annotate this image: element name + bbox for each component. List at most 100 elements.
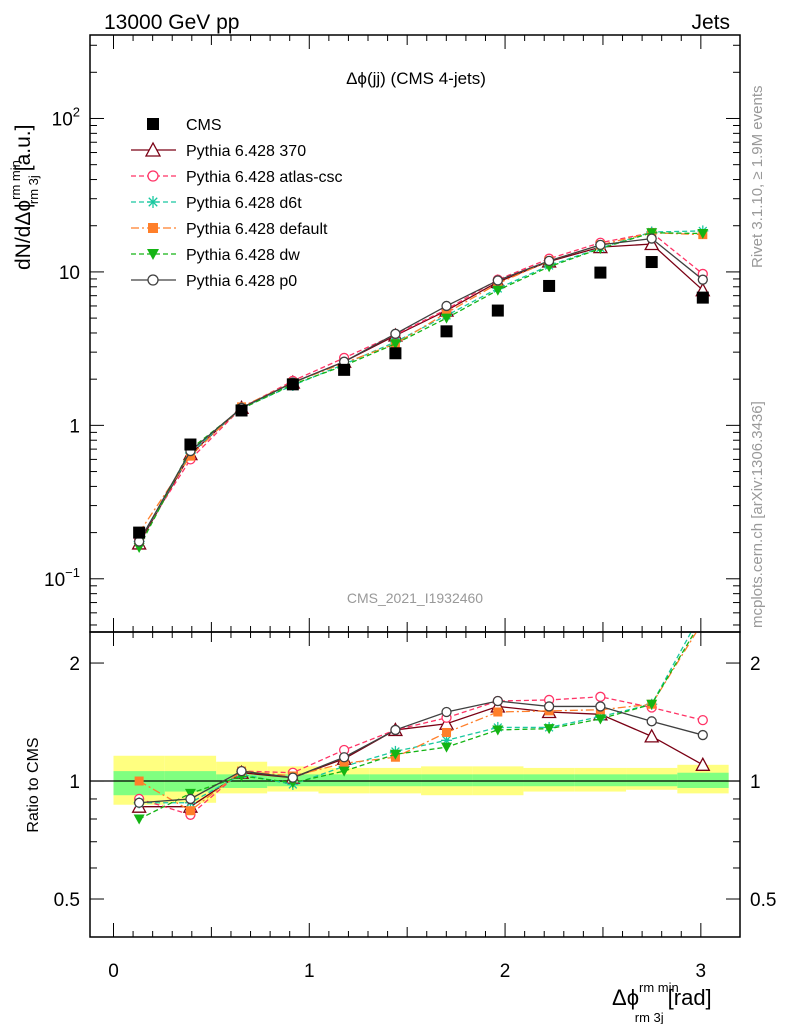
marker-stroke <box>699 607 707 615</box>
ratio-point-d6t-11 <box>697 605 708 616</box>
xlabel-tail: [rad] <box>668 985 712 1010</box>
ratio-point-atlas-11 <box>697 714 708 726</box>
main-point-dw-7 <box>492 285 504 296</box>
legend-item-dw: Pythia 6.428 dw <box>131 247 300 264</box>
legend-marker-atlas <box>147 170 159 182</box>
main-point-CMS-2 <box>235 404 248 417</box>
legend-label-p370: Pythia 6.428 370 <box>186 143 306 160</box>
ratio-band-inner <box>677 772 729 788</box>
main-point-dw-6 <box>441 313 453 324</box>
main-line-dw <box>138 232 703 548</box>
ratio-point-p0-9 <box>595 701 606 712</box>
main-point-dw-5 <box>389 339 401 350</box>
ratio-ytick-label-left: 1 <box>69 772 80 793</box>
main-title: Δϕ(jj) (CMS 4-jets) <box>346 69 486 88</box>
main-point-p0-8 <box>543 255 555 267</box>
xlabel-main: Δϕ <box>612 985 639 1010</box>
legend-marker-d6t <box>147 196 159 208</box>
ratio-ytick-label-left: 2 <box>69 654 80 675</box>
header-right: Jets <box>691 11 730 34</box>
main-point-p0-9 <box>595 239 606 251</box>
ratio-band-inner <box>421 774 473 787</box>
ratio-point-dw-7 <box>492 725 504 736</box>
ratio-point-default-1 <box>185 806 195 816</box>
marker-stroke <box>148 197 158 207</box>
ratio-band-inner <box>574 774 627 787</box>
main-ylabel-main: dN/dΔϕ <box>12 200 35 270</box>
legend-marker-CMS <box>147 118 159 130</box>
ratio-point-dw-10 <box>646 699 658 710</box>
legend-label-atlas: Pythia 6.428 atlas-csc <box>186 169 343 186</box>
legend: CMS Pythia 6.428 370 Pythia 6.428 atlas-cs… <box>131 117 343 290</box>
ratio-point-default-7 <box>493 707 503 717</box>
ratio-line-atlas <box>138 696 703 816</box>
ratio-point-p370-11 <box>695 756 711 771</box>
ratio-point-p0-7 <box>492 695 503 707</box>
main-ytick-label: 1 <box>69 416 80 437</box>
ratio-point-dw-11 <box>697 614 708 624</box>
ratio-xtick-label: 2 <box>500 961 511 982</box>
main-ytick-label: 10−1 <box>44 565 80 591</box>
legend-label-CMS: CMS <box>186 117 222 134</box>
main-point-CMS-6 <box>440 325 453 338</box>
main-point-CMS-3 <box>286 378 299 391</box>
ratio-point-dw-6 <box>441 742 453 753</box>
ratio-point-atlas-9 <box>595 691 606 702</box>
ratio-point-default-4 <box>339 758 349 768</box>
main-line-p0 <box>138 237 704 542</box>
header-left: 13000 GeV pp <box>104 11 239 34</box>
ratio-point-p0-11 <box>697 729 708 741</box>
ratio-ytick-label-right: 1 <box>750 772 761 793</box>
legend-label-d6t: Pythia 6.428 d6t <box>186 195 302 212</box>
ratio-xtick-label: 1 <box>304 961 315 982</box>
main-ytick-label: 10 <box>59 263 80 284</box>
main-line-atlas <box>138 232 704 540</box>
ratio-series-group <box>131 605 711 825</box>
ratio-point-default-6 <box>442 727 452 737</box>
ratio-point-p0-0 <box>133 797 145 808</box>
ratio-point-p0-1 <box>185 793 196 805</box>
watermark: CMS_2021_I1932460 <box>347 590 483 606</box>
main-ylabel: dN/dΔϕrm min rm 3j [a.u.] <box>8 125 41 270</box>
main-point-CMS-11 <box>696 291 709 304</box>
ratio-line-p0 <box>139 700 703 804</box>
main-point-CMS-4 <box>338 363 351 376</box>
xlabel-sub: rm 3j <box>635 1010 664 1024</box>
main-ytick-label-base: 10 <box>59 263 80 284</box>
ratio-ylabel: Ratio to CMS <box>25 737 42 832</box>
legend-marker-p370 <box>144 141 162 157</box>
ratio-point-default-11 <box>698 617 707 626</box>
ratio-plot-area: 0.5 0.5 1 1 2 2 0 1 2 3 <box>54 605 776 982</box>
legend-label-p0: Pythia 6.428 p0 <box>186 273 297 290</box>
ratio-band-inner <box>472 774 524 787</box>
xlabel-sup: rm min <box>639 980 679 995</box>
ratio-point-dw-0 <box>133 814 145 825</box>
ratio-frame <box>89 631 741 938</box>
main-ytick-label-base: 10 <box>52 109 73 130</box>
main-ytick-label-exp: 2 <box>73 104 80 119</box>
main-ylabel-tail: [a.u.] <box>12 125 35 172</box>
main-point-CMS-10 <box>645 256 658 269</box>
main-ytick-label-base: 10 <box>44 570 65 591</box>
ratio-point-p0-10 <box>646 716 657 727</box>
ratio-point-p370-10 <box>644 728 660 743</box>
main-point-CMS-1 <box>184 438 197 451</box>
main-ylabel-sub: rm 3j <box>26 175 41 204</box>
ratio-point-p0-3 <box>287 772 298 783</box>
main-point-dw-11 <box>697 228 709 239</box>
ratio-point-p0-4 <box>338 752 350 763</box>
main-point-CMS-0 <box>133 526 146 539</box>
ratio-ytick-label-right: 2 <box>750 654 761 675</box>
main-ytick-label-base: 1 <box>69 416 80 437</box>
main-point-dw-10 <box>646 228 658 239</box>
legend-marker-dw <box>147 249 159 260</box>
main-point-p0-6 <box>441 300 452 312</box>
ratio-ytick-label-right: 0.5 <box>750 890 776 911</box>
ratio-band-inner <box>369 774 422 787</box>
main-point-CMS-7 <box>491 304 504 317</box>
legend-marker-default <box>148 223 158 233</box>
ratio-point-dw-9 <box>594 714 606 725</box>
marker-stroke <box>699 607 707 615</box>
ratio-ytick-label-left: 0.5 <box>54 890 80 911</box>
ratio-point-p0-6 <box>441 706 452 718</box>
